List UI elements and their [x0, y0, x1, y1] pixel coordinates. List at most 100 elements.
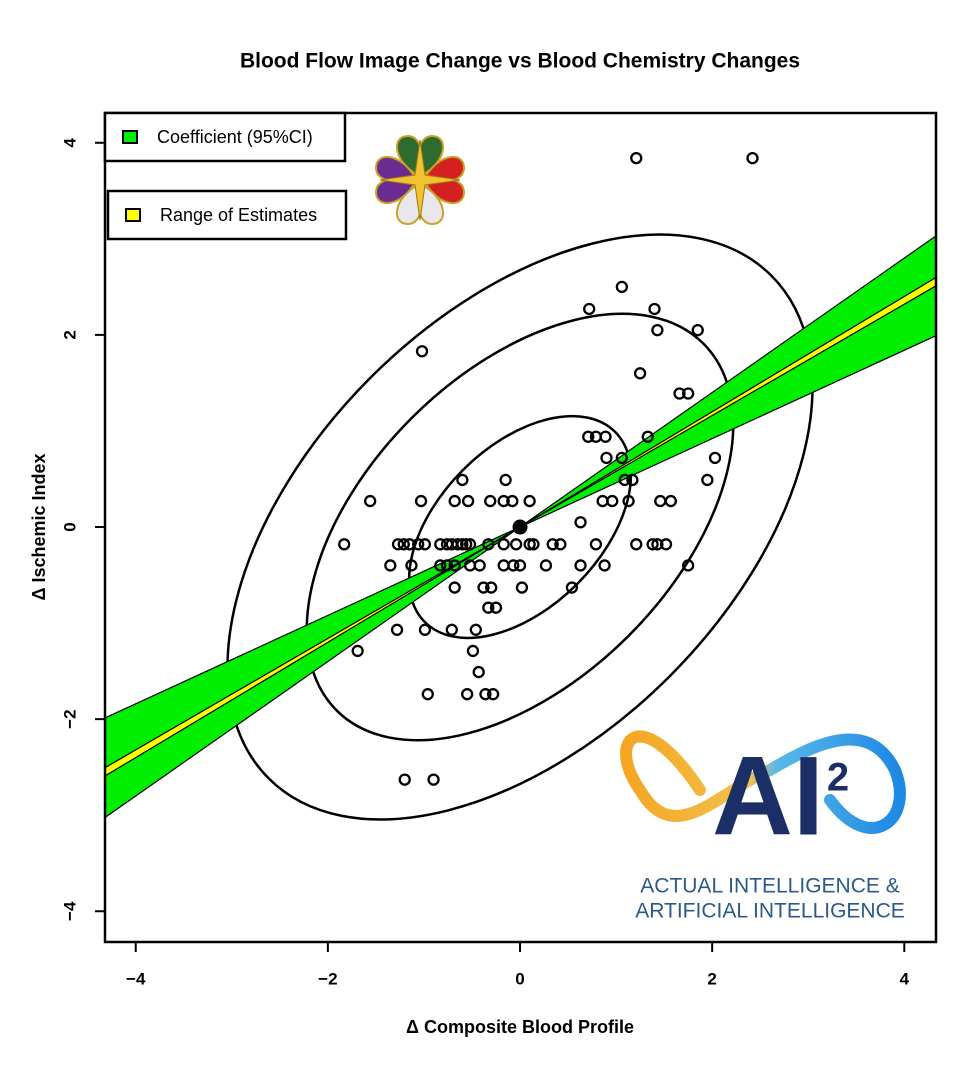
data-point: [513, 559, 527, 572]
data-point: [427, 773, 440, 786]
data-point: [398, 773, 411, 786]
data-point: [484, 494, 497, 508]
data-point: [421, 688, 434, 701]
data-point: [497, 494, 510, 508]
data-point: [615, 451, 629, 465]
data-point: [384, 559, 397, 572]
data-point: [626, 473, 639, 487]
data-point: [523, 538, 536, 551]
data-point: [486, 688, 500, 701]
data-point: [445, 623, 458, 636]
data-point: [477, 581, 490, 594]
legend-label: Range of Estimates: [160, 205, 317, 225]
data-point: [403, 538, 416, 551]
data-point: [489, 601, 503, 614]
x-axis-title: Δ Composite Blood Profile: [406, 1017, 634, 1037]
data-point: [574, 559, 587, 572]
data-point: [648, 302, 661, 316]
data-point: [440, 559, 454, 572]
confidence-ellipse: [407, 414, 633, 640]
data-point: [646, 538, 659, 551]
data-point: [466, 644, 480, 658]
data-point: [497, 538, 510, 551]
data-point: [574, 516, 587, 529]
data-point: [633, 367, 647, 380]
data-point: [461, 688, 474, 701]
data-point: [651, 538, 664, 551]
data-point: [510, 538, 523, 551]
data-point: [391, 538, 405, 551]
data-point: [397, 538, 410, 551]
y-tick-label: −4: [60, 901, 79, 921]
x-tick-label: 0: [515, 969, 524, 988]
data-point: [515, 581, 529, 594]
x-tick-label: −4: [126, 969, 146, 988]
data-point: [615, 280, 629, 294]
legend-box: [106, 189, 348, 241]
x-tick-label: −2: [318, 969, 337, 988]
logo-superscript: 2: [827, 756, 849, 800]
data-point: [708, 451, 722, 465]
y-tick-label: 4: [60, 138, 79, 148]
data-point: [418, 623, 432, 636]
plot-area: [105, 151, 936, 821]
data-point: [539, 559, 553, 572]
confidence-ellipse: [305, 312, 735, 742]
data-point: [415, 345, 429, 358]
legend-swatch: [122, 130, 138, 144]
data-point: [606, 494, 619, 508]
data-point: [582, 430, 595, 443]
y-axis-title: Δ Ischemic Index: [29, 454, 49, 601]
data-point: [448, 494, 461, 508]
data-point: [434, 538, 447, 551]
y-tick-label: −2: [60, 709, 79, 728]
data-point: [364, 494, 377, 508]
y-tick-label: 0: [60, 522, 79, 531]
data-point: [456, 538, 469, 551]
data-point: [630, 538, 643, 551]
data-point: [681, 559, 695, 572]
data-point: [618, 473, 631, 487]
x-tick-label: 2: [707, 969, 716, 988]
logo: AI 2 ACTUAL INTELLIGENCE & ARTIFICIAL IN…: [620, 730, 906, 923]
data-point: [390, 623, 404, 636]
data-point: [630, 151, 643, 165]
data-point: [673, 387, 686, 400]
data-point: [681, 387, 695, 400]
data-point: [456, 473, 469, 487]
data-point: [405, 559, 418, 572]
legend-box: [103, 111, 347, 163]
data-point: [482, 601, 495, 614]
data-point: [473, 559, 486, 572]
data-point: [412, 538, 425, 551]
logo-mark: AI: [712, 734, 824, 859]
legend-label: Coefficient (95%CI): [157, 127, 313, 147]
mean-point: [512, 519, 528, 535]
data-point: [523, 494, 536, 508]
data-point: [600, 451, 613, 465]
legend-swatch: [125, 208, 141, 222]
data-point: [338, 538, 351, 551]
data-point: [507, 559, 520, 572]
data-point: [418, 538, 432, 551]
logo-text: ACTUAL INTELLIGENCE &: [640, 875, 899, 898]
data-point: [469, 623, 482, 636]
data-point: [460, 538, 473, 551]
data-point: [485, 581, 498, 594]
data-point: [659, 538, 673, 551]
data-point: [472, 665, 485, 679]
data-point: [641, 430, 654, 443]
data-point: [499, 473, 512, 487]
data-point: [651, 323, 664, 337]
data-point: [701, 473, 714, 487]
data-point: [448, 581, 461, 594]
chart-title: Blood Flow Image Change vs Blood Chemist…: [240, 50, 800, 73]
data-point: [463, 538, 477, 551]
logo-text: ARTIFICIAL INTELLIGENCE: [635, 900, 905, 923]
data-point: [434, 559, 447, 572]
data-point: [622, 494, 635, 508]
data-point: [598, 559, 611, 572]
data-point: [506, 494, 519, 508]
